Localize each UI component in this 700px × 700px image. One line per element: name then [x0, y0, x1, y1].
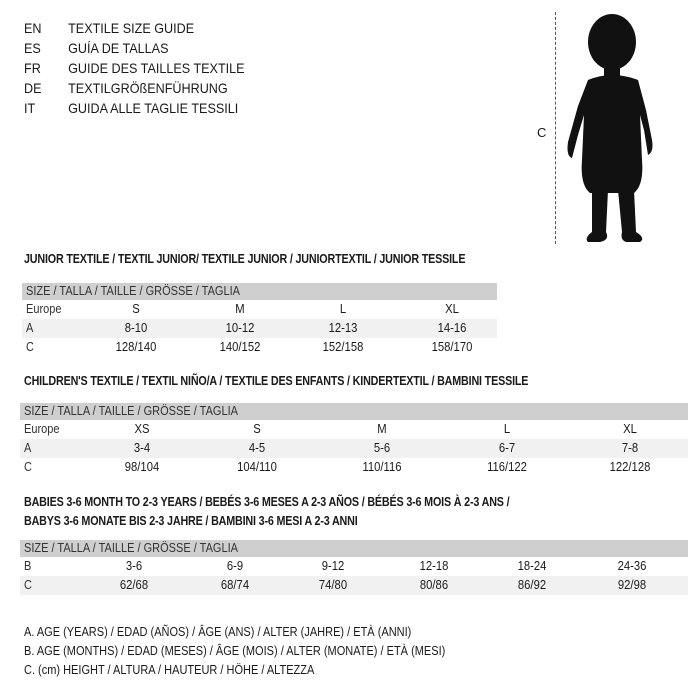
table-header: SIZE / TALLA / TAILLE / GRÖSSE / TAGLIA [20, 540, 688, 557]
table-cell: 14-16 [437, 321, 467, 335]
table-cell: 12-18 [419, 559, 449, 573]
row-label: C [26, 340, 34, 354]
children-size-table: SIZE / TALLA / TAILLE / GRÖSSE / TAGLIA … [20, 403, 688, 477]
table-header-label: SIZE / TALLA / TAILLE / GRÖSSE / TAGLIA [24, 541, 238, 555]
legend-age-years: A. AGE (YEARS) / EDAD (AÑOS) / ÂGE (ANS)… [24, 625, 412, 639]
language-code: ES [24, 40, 41, 56]
table-row: C 128/140 140/152 152/158 158/170 [22, 338, 497, 357]
junior-section-title: JUNIOR TEXTILE / TEXTIL JUNIOR/ TEXTILE … [24, 252, 466, 266]
table-cell: 8-10 [124, 321, 148, 335]
table-cell: 9-12 [321, 559, 345, 573]
language-title: TEXTILE SIZE GUIDE [68, 20, 195, 36]
table-cell: 86/92 [517, 578, 547, 592]
legend-age-months: B. AGE (MONTHS) / EDAD (MESES) / ÂGE (MO… [24, 644, 446, 658]
table-cell: 12-13 [328, 321, 358, 335]
table-row: B 3-6 6-9 9-12 12-18 18-24 24-36 [20, 557, 688, 576]
language-title: GUIDA ALLE TAGLIE TESSILI [68, 100, 239, 116]
language-it: IT GUIDA ALLE TAGLIE TESSILI [24, 100, 238, 116]
table-cell: XL [445, 302, 459, 316]
table-cell: 80/86 [419, 578, 449, 592]
table-header: SIZE / TALLA / TAILLE / GRÖSSE / TAGLIA [20, 403, 688, 420]
table-cell: M [235, 302, 245, 316]
table-cell: 4-5 [248, 441, 266, 455]
language-de: DE TEXTILGRÖßENFÜHRUNG [24, 80, 228, 96]
language-es: ES GUÍA DE TALLAS [24, 40, 168, 56]
table-cell: 62/68 [119, 578, 149, 592]
row-label: B [24, 559, 32, 573]
table-cell: S [253, 422, 261, 436]
row-label: C [24, 578, 32, 592]
table-cell: M [377, 422, 387, 436]
table-cell: 110/116 [362, 460, 402, 474]
language-fr: FR GUIDE DES TAILLES TEXTILE [24, 60, 245, 76]
table-cell: 3-4 [133, 441, 151, 455]
language-code: DE [24, 80, 42, 96]
table-cell: 7-8 [621, 441, 639, 455]
table-row: Europe XS S M L XL [20, 420, 688, 439]
language-code: EN [24, 20, 42, 36]
table-cell: XS [134, 422, 150, 436]
table-cell: L [503, 422, 511, 436]
table-row: Europe S M L XL [22, 300, 497, 319]
table-cell: 128/140 [115, 340, 157, 354]
table-header-label: SIZE / TALLA / TAILLE / GRÖSSE / TAGLIA [26, 284, 240, 298]
table-row: A 8-10 10-12 12-13 14-16 [22, 319, 497, 338]
legend-height: C. (cm) HEIGHT / ALTURA / HAUTEUR / HÖHE… [24, 663, 315, 677]
row-label: Europe [26, 302, 62, 316]
table-cell: XL [623, 422, 637, 436]
children-section-title: CHILDREN'S TEXTILE / TEXTIL NIÑO/A / TEX… [24, 374, 529, 388]
row-label: C [24, 460, 32, 474]
table-cell: 98/104 [124, 460, 160, 474]
language-code: FR [24, 60, 41, 76]
table-cell: 18-24 [517, 559, 547, 573]
babies-size-table: SIZE / TALLA / TAILLE / GRÖSSE / TAGLIA … [20, 540, 688, 595]
table-cell: 116/122 [487, 460, 527, 474]
table-row: C 98/104 104/110 110/116 116/122 122/128 [20, 458, 688, 477]
table-cell: 74/80 [318, 578, 348, 592]
table-cell: 152/158 [322, 340, 364, 354]
table-header: SIZE / TALLA / TAILLE / GRÖSSE / TAGLIA [22, 283, 497, 300]
toddler-silhouette-icon [567, 14, 653, 242]
table-cell: 104/110 [237, 460, 277, 474]
height-label: C [537, 125, 547, 140]
table-cell: 158/170 [431, 340, 473, 354]
table-cell: 3-6 [125, 559, 143, 573]
junior-size-table: SIZE / TALLA / TAILLE / GRÖSSE / TAGLIA … [22, 283, 497, 357]
table-row: A 3-4 4-5 5-6 6-7 7-8 [20, 439, 688, 458]
table-cell: 140/152 [219, 340, 261, 354]
height-measure-line [555, 12, 556, 244]
table-cell: 10-12 [225, 321, 255, 335]
language-code: IT [24, 100, 36, 116]
table-cell: 6-9 [226, 559, 244, 573]
table-header-label: SIZE / TALLA / TAILLE / GRÖSSE / TAGLIA [24, 404, 238, 418]
table-row: C 62/68 68/74 74/80 80/86 86/92 92/98 [20, 576, 688, 595]
language-title: GUIDE DES TAILLES TEXTILE [68, 60, 245, 76]
table-cell: 5-6 [373, 441, 391, 455]
table-cell: L [339, 302, 347, 316]
language-title: TEXTILGRÖßENFÜHRUNG [68, 80, 228, 96]
row-label: Europe [24, 422, 60, 436]
table-cell: 122/128 [609, 460, 651, 474]
row-label: A [24, 441, 32, 455]
table-cell: 92/98 [617, 578, 647, 592]
language-en: EN TEXTILE SIZE GUIDE [24, 20, 194, 36]
language-title: GUÍA DE TALLAS [68, 40, 169, 56]
babies-section-title-line2: BABYS 3-6 MONATE BIS 2-3 JAHRE / BAMBINI… [24, 514, 358, 528]
table-cell: 24-36 [617, 559, 647, 573]
table-cell: S [132, 302, 140, 316]
babies-section-title-line1: BABIES 3-6 MONTH TO 2-3 YEARS / BEBÉS 3-… [24, 495, 510, 509]
table-cell: 68/74 [220, 578, 250, 592]
row-label: A [26, 321, 34, 335]
table-cell: 6-7 [498, 441, 516, 455]
